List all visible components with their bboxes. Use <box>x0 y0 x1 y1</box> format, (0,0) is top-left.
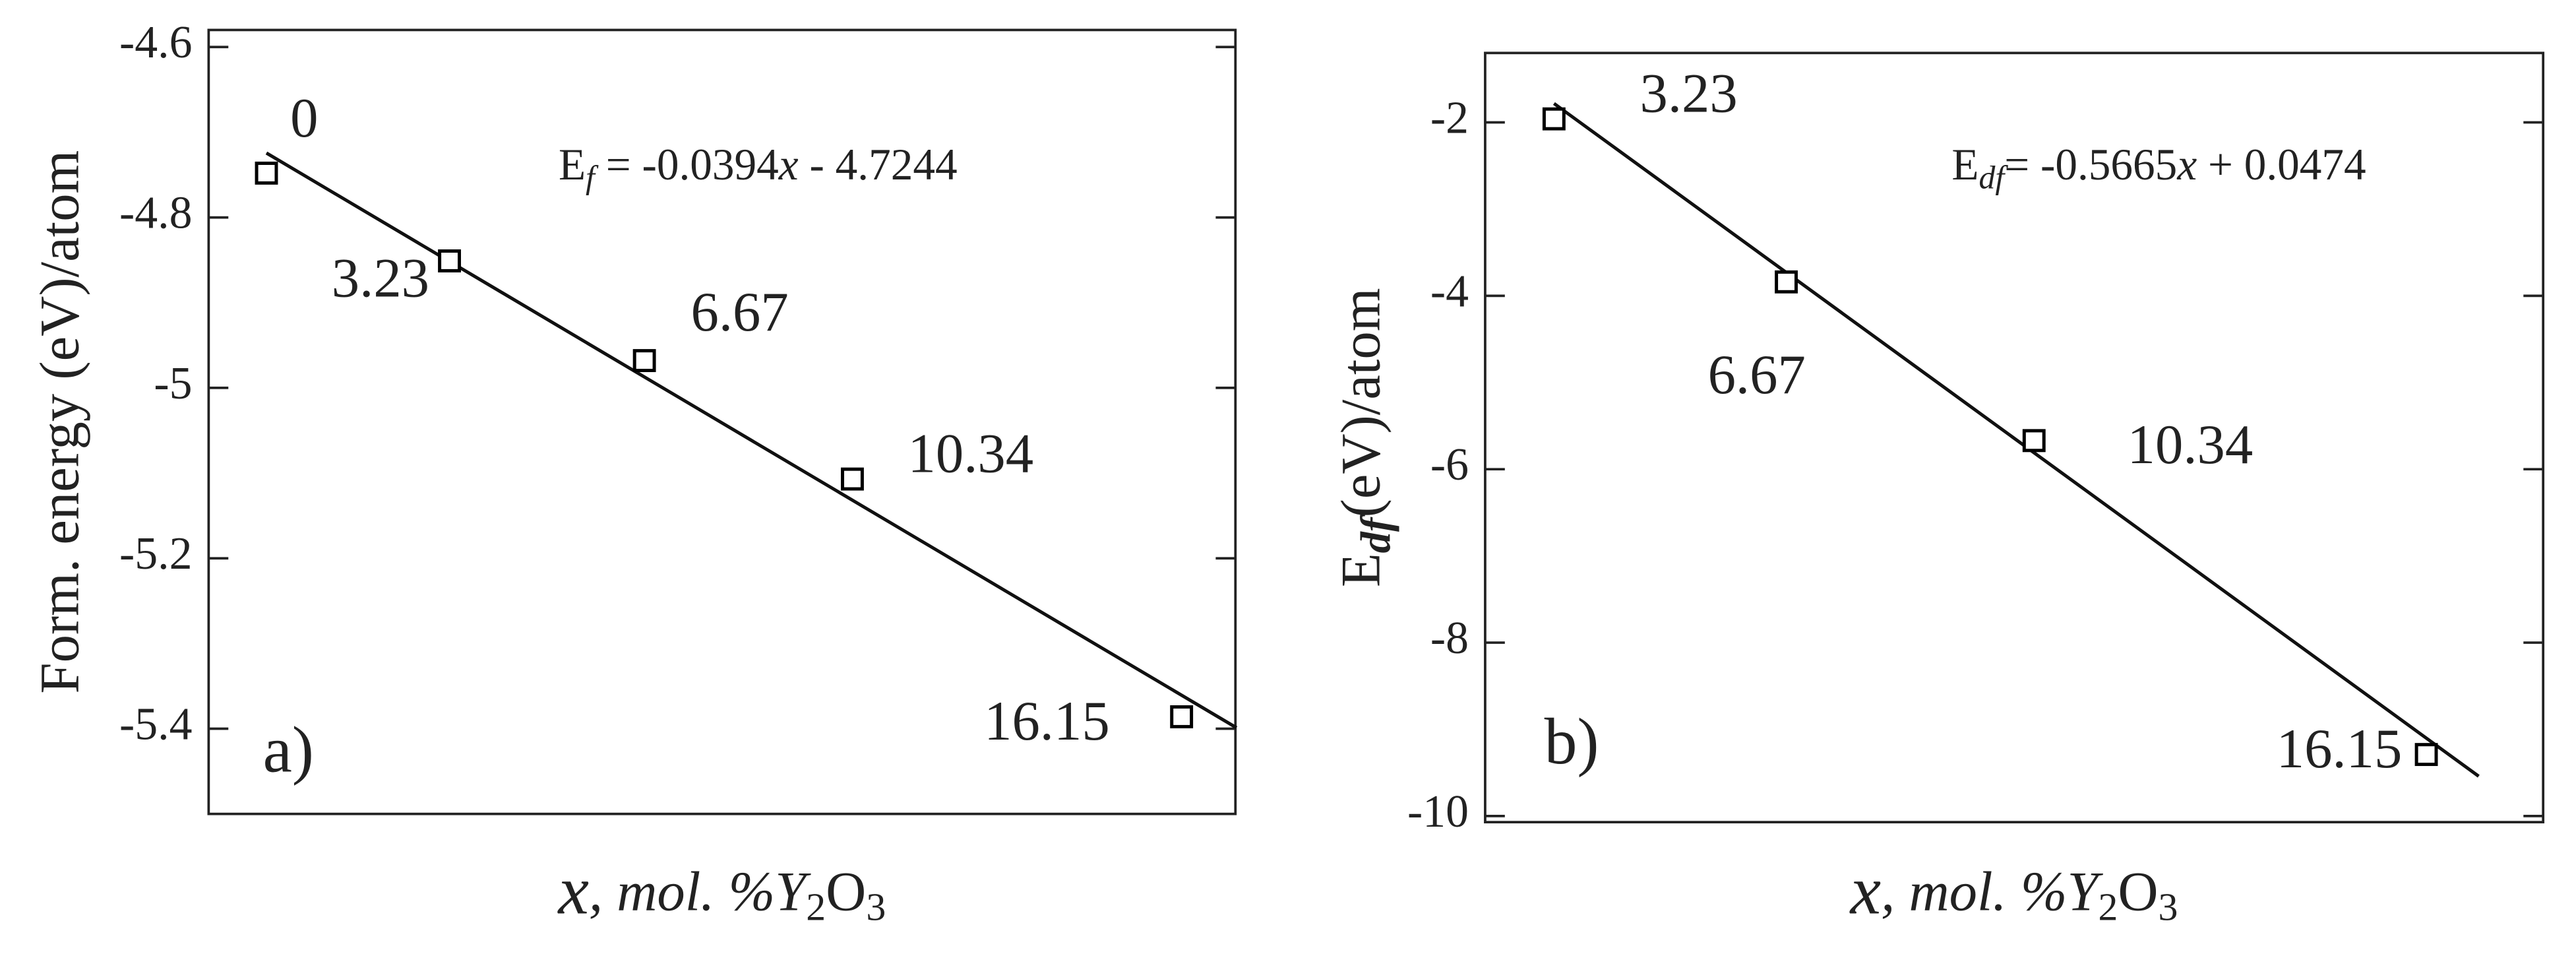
point-label: 0 <box>290 88 318 149</box>
point-label: 3.23 <box>332 248 429 309</box>
y-tick-label: -5.4 <box>119 699 192 750</box>
data-point <box>1542 107 1566 131</box>
equation: Edf= -0.5665x + 0.0474 <box>1951 141 2366 196</box>
y-tick-label: -4 <box>1430 266 1469 317</box>
equation-part: E <box>1951 141 1978 190</box>
x-axis-title: x, mol. %Y2O3 <box>1849 852 2178 929</box>
x-axis-title: x, mol. %Y2O3 <box>557 852 886 929</box>
x-title-sub: 2 <box>2098 885 2118 928</box>
data-point <box>2022 429 2046 453</box>
data-point <box>841 467 864 491</box>
y-tick-label: -8 <box>1430 613 1469 664</box>
equation-part: = -0.5665 <box>2004 141 2177 190</box>
y-tick-label: -4.8 <box>119 188 192 239</box>
equation-part: - 4.7244 <box>799 141 958 190</box>
equation-var: x <box>778 141 799 190</box>
y-tick-label: -2 <box>1430 92 1469 143</box>
x-title-part: O <box>826 862 866 923</box>
equation-part: = -0.0394 <box>595 141 779 190</box>
y-tick-label: -6 <box>1430 439 1469 490</box>
x-title-var: x <box>1849 852 1881 929</box>
y-title-part: (eV)/atom <box>1331 288 1392 517</box>
y-tick-label: -10 <box>1407 786 1469 837</box>
point-label: 6.67 <box>690 282 788 343</box>
data-point <box>2414 743 2438 767</box>
equation-sub: df <box>1978 160 2008 196</box>
y-tick-label: -5.2 <box>119 528 192 579</box>
panel-label: a) <box>263 713 314 786</box>
point-label: 10.34 <box>908 424 1034 485</box>
y-title-part: E <box>1331 553 1392 587</box>
data-point <box>632 349 656 372</box>
equation-part: + 0.0474 <box>2197 141 2366 190</box>
x-title-var: x <box>557 852 588 929</box>
point-label: 10.34 <box>2128 414 2254 476</box>
y-axis-title: Edf(eV)/atom <box>1331 288 1399 587</box>
data-point <box>255 161 278 185</box>
plot-frame <box>207 28 1237 815</box>
x-title-sub: 3 <box>2159 885 2178 928</box>
x-title-sub: 2 <box>806 885 826 928</box>
data-point <box>1775 270 1798 294</box>
y-tick-label: -4.6 <box>119 17 192 68</box>
x-title-part: , mol. %Y <box>1881 862 2103 923</box>
fit-line <box>1552 102 2480 778</box>
equation: Ef = -0.0394x - 4.7244 <box>559 141 958 196</box>
data-point <box>1170 705 1194 728</box>
y-title-part: Form. energy (eV)/atom <box>30 150 91 694</box>
x-title-part: O <box>2118 862 2158 923</box>
y-axis-title: Form. energy (eV)/atom <box>30 150 91 694</box>
panel-label: b) <box>1545 705 1599 778</box>
point-label: 6.67 <box>1708 344 1806 406</box>
point-label: 16.15 <box>984 691 1110 752</box>
data-point <box>438 249 461 272</box>
point-label: 16.15 <box>2277 718 2403 780</box>
y-title-sub: df <box>1352 514 1399 553</box>
x-title-part: , mol. %Y <box>589 862 811 923</box>
y-tick-label: -5 <box>154 358 192 409</box>
fit-line <box>265 151 1238 730</box>
equation-part: E <box>559 141 586 190</box>
x-title-sub: 3 <box>866 885 886 928</box>
plot-frame <box>1484 51 2545 823</box>
equation-var: x <box>2176 141 2197 190</box>
point-label: 3.23 <box>1640 63 1738 125</box>
